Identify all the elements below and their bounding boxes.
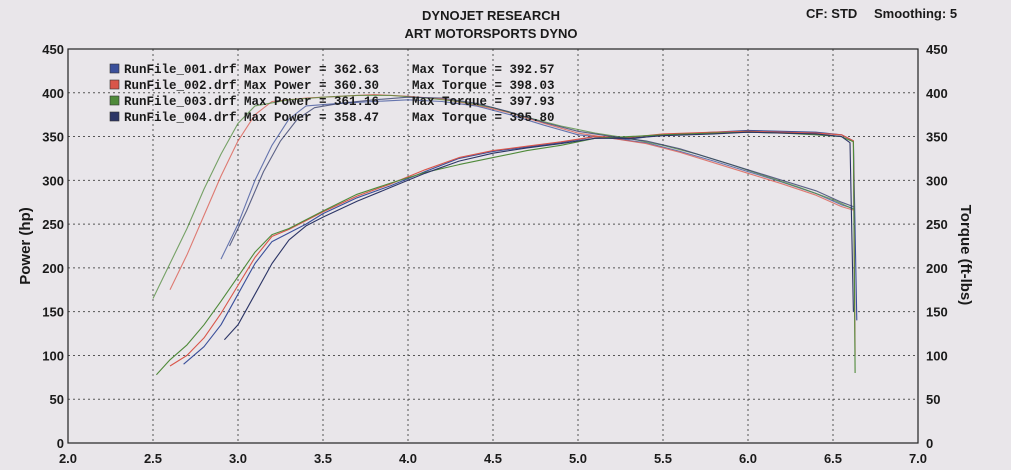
torque-line-4	[229, 96, 854, 247]
y-tick-label-right: 50	[926, 392, 940, 407]
legend-torque-1: Max Torque = 392.57	[412, 63, 555, 77]
x-tick-label: 4.5	[484, 451, 502, 466]
chart-subtitle: ART MOTORSPORTS DYNO	[404, 26, 577, 41]
smoothing-label: Smoothing: 5	[874, 6, 957, 21]
y-tick-label-right: 250	[926, 217, 948, 232]
y-tick-label-left: 200	[42, 261, 64, 276]
legend-power-3: RunFile_003.drf Max Power = 361.16	[124, 95, 379, 109]
y-tick-label-right: 200	[926, 261, 948, 276]
y-tick-label-right: 300	[926, 173, 948, 188]
y-tick-label-right: 350	[926, 130, 948, 145]
x-tick-label: 3.5	[314, 451, 332, 466]
y-axis-label-right: Torque (ft-lbs)	[957, 205, 974, 306]
y-tick-label-left: 50	[50, 392, 64, 407]
y-tick-label-left: 300	[42, 173, 64, 188]
y-tick-label-left: 250	[42, 217, 64, 232]
x-tick-label: 6.5	[824, 451, 842, 466]
y-tick-label-left: 100	[42, 348, 64, 363]
y-tick-label-right: 450	[926, 42, 948, 57]
grid-lines	[68, 49, 918, 443]
torque-line-1	[220, 99, 854, 260]
y-tick-label-left: 400	[42, 86, 64, 101]
legend-power-2: RunFile_002.drf Max Power = 360.30	[124, 79, 379, 93]
y-tick-label-left: 150	[42, 305, 64, 320]
power-line-2	[169, 130, 856, 367]
legend-swatch-4	[109, 111, 120, 122]
y-axis-label-left: Power (hp)	[17, 207, 34, 285]
legend-torque-3: Max Torque = 397.93	[412, 95, 555, 109]
y-tick-label-right: 150	[926, 305, 948, 320]
legend: RunFile_001.drf Max Power = 362.63 Max To…	[109, 63, 555, 125]
power-line-4	[223, 131, 854, 341]
x-tick-label: 3.0	[229, 451, 247, 466]
plot-frame	[67, 48, 919, 444]
legend-torque-2: Max Torque = 398.03	[412, 79, 555, 93]
cf-label: CF: STD	[806, 6, 857, 21]
legend-power-4: RunFile_004.drf Max Power = 358.47	[124, 111, 379, 125]
x-tick-label: 5.5	[654, 451, 672, 466]
legend-power-1: RunFile_001.drf Max Power = 362.63	[124, 63, 379, 77]
x-tick-labels: 2.0 2.5 3.0 3.5 4.0 4.5 5.0 5.5 6.0 6.5 7.0	[59, 451, 927, 466]
x-tick-label: 2.0	[59, 451, 77, 466]
y-tick-label-right: 400	[926, 86, 948, 101]
y-tick-label-left: 0	[57, 436, 64, 451]
y-tick-labels-left: 0 50 100 150 200 250 300 350 400 450	[42, 42, 64, 451]
y-tick-label-right: 100	[926, 348, 948, 363]
x-tick-label: 7.0	[909, 451, 927, 466]
y-tick-label-right: 0	[926, 436, 933, 451]
legend-swatch-3	[109, 95, 120, 106]
power-line-1	[183, 129, 858, 365]
y-tick-label-left: 350	[42, 130, 64, 145]
x-tick-label: 5.0	[569, 451, 587, 466]
series-lines	[152, 93, 858, 376]
x-tick-label: 6.0	[739, 451, 757, 466]
legend-swatch-1	[109, 63, 120, 74]
legend-swatch-2	[109, 79, 120, 90]
chart-title: DYNOJET RESEARCH	[422, 8, 560, 23]
legend-torque-4: Max Torque = 395.80	[412, 111, 555, 125]
y-tick-label-left: 450	[42, 42, 64, 57]
x-tick-label: 4.0	[399, 451, 417, 466]
y-tick-labels-right: 0 50 100 150 200 250 300 350 400 450	[926, 42, 948, 451]
x-tick-label: 2.5	[144, 451, 162, 466]
